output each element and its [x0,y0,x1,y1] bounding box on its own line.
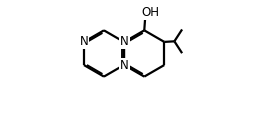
Text: N: N [120,59,129,72]
Text: N: N [120,35,129,48]
Text: N: N [80,35,88,48]
Text: OH: OH [141,6,159,19]
